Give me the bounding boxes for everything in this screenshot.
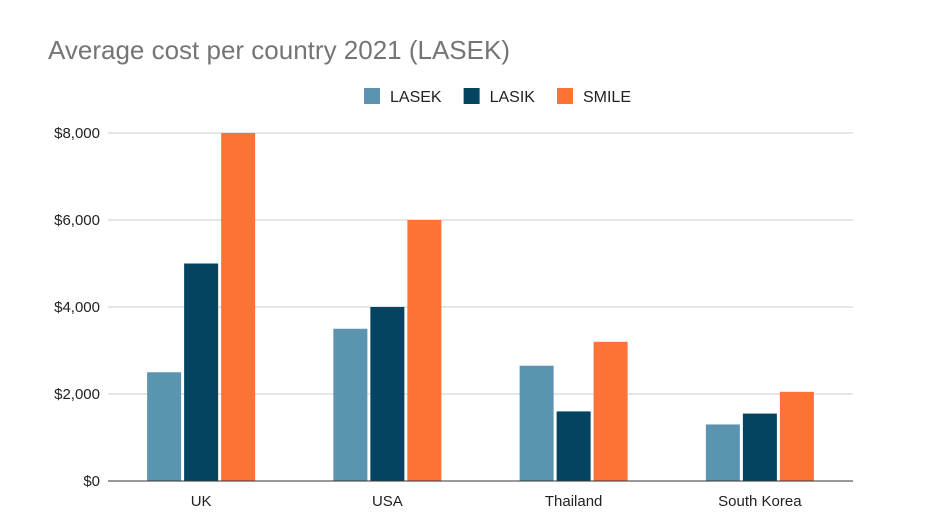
bar-smile-usa (407, 220, 442, 481)
bar-lasek-south-korea (705, 424, 740, 481)
x-tick-label: UK (191, 493, 212, 510)
legend-swatch-lasek (364, 88, 381, 104)
y-tick-label: $4,000 (54, 299, 100, 316)
bar-lasek-uk (147, 372, 182, 481)
legend-label-lasik: LASIK (490, 89, 536, 106)
legend-swatch-lasik (463, 88, 480, 104)
chart-title: Average cost per country 2021 (LASEK) (48, 35, 510, 65)
gridlines (108, 132, 853, 395)
x-tick-label: Thailand (545, 493, 603, 510)
bar-smile-thailand (593, 341, 628, 481)
y-axis: $0 $2,000 $4,000 $6,000 $8,000 (54, 125, 100, 490)
x-tick-label: South Korea (718, 493, 802, 510)
bar-lasik-uk (184, 263, 219, 481)
bar-smile-uk (221, 133, 256, 481)
y-tick-label: $2,000 (54, 386, 100, 403)
bar-lasik-thailand (556, 411, 591, 481)
bar-lasik-usa (370, 307, 405, 481)
y-tick-label: $0 (83, 473, 100, 490)
legend-label-lasek: LASEK (390, 89, 442, 106)
x-axis: UK USA Thailand South Korea (108, 480, 853, 510)
legend-swatch-smile (556, 88, 573, 104)
legend: LASEK LASIK SMILE (364, 88, 631, 106)
bar-lasek-thailand (519, 365, 554, 481)
y-tick-label: $6,000 (54, 212, 100, 229)
bar-lasik-south-korea (742, 413, 777, 481)
legend-label-smile: SMILE (583, 89, 631, 106)
bars (147, 133, 814, 481)
y-tick-label: $8,000 (54, 125, 100, 142)
bar-lasek-usa (333, 328, 368, 481)
x-tick-label: USA (372, 493, 403, 510)
bar-smile-south-korea (779, 391, 814, 481)
